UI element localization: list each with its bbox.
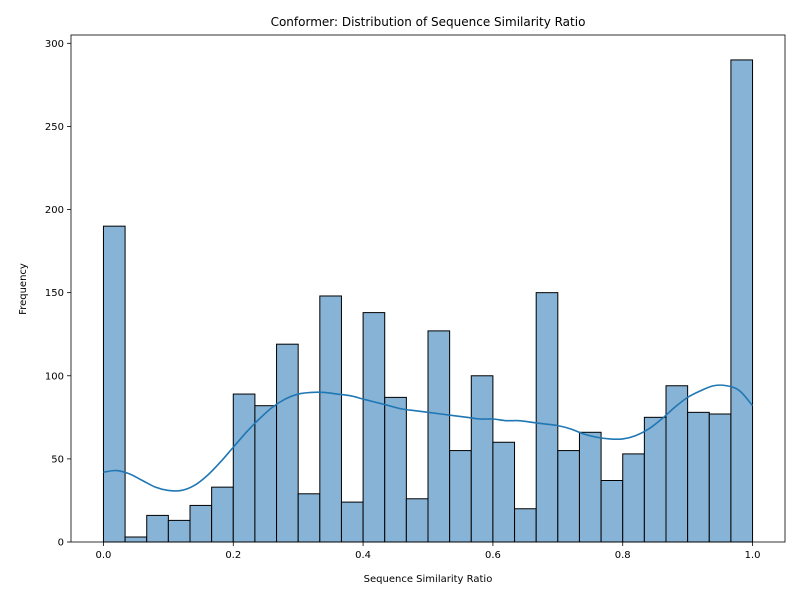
x-tick-label: 0.6 [485,550,501,561]
y-tick-label: 250 [45,122,64,133]
histogram-bar [730,59,754,543]
histogram-bar [427,330,451,543]
histogram-bar [708,413,732,543]
histogram-bar [254,405,278,543]
kde-line [103,384,754,492]
histogram-bar [514,508,537,543]
y-tick-label: 100 [45,371,64,382]
chart-title: Conformer: Distribution of Sequence Simi… [271,15,586,29]
histogram-bar [167,519,191,543]
histogram-bar [643,416,667,543]
x-tick-label: 1.0 [745,550,761,561]
y-tick-label: 300 [45,39,64,50]
histogram-bar [687,411,710,543]
x-tick-label: 0.2 [225,550,241,561]
histogram-bar [535,292,559,543]
histogram-bar [102,225,126,543]
histogram-bar [622,453,645,543]
x-axis-label: Sequence Similarity Ratio [364,574,493,585]
histogram-bar [211,486,234,543]
histogram-bar [232,393,256,543]
histogram-bar [665,385,689,543]
histogram-bar [189,504,213,543]
y-tick-label: 0 [58,538,64,549]
y-tick-label: 150 [45,288,64,299]
histogram-bar [600,479,624,543]
histogram-bar [492,441,516,543]
bars-group [102,59,754,543]
histogram-bar [578,431,602,543]
histogram-bar [557,450,580,543]
histogram-bar [362,312,386,543]
y-tick-label: 50 [51,454,64,465]
histogram-bar [470,375,494,543]
histogram-bar [297,493,321,543]
y-axis-label: Frequency [18,263,29,315]
histogram-bar [146,514,169,543]
plot-frame [70,34,786,543]
histogram-bar [340,501,364,543]
histogram-bar [319,295,342,543]
histogram-bar [384,396,407,543]
histogram-bar [405,498,429,543]
histogram-bar [124,536,148,543]
y-tick-label: 200 [45,205,64,216]
x-tick-label: 0.8 [615,550,631,561]
histogram-bar [276,343,299,543]
x-tick-label: 0.0 [96,550,112,561]
histogram-bar [449,450,472,543]
x-tick-label: 0.4 [355,550,371,561]
axes-group: 0.0 0.2 0.4 0.6 0.8 1.0 0 50 100 150 200 250 300 [45,39,761,561]
